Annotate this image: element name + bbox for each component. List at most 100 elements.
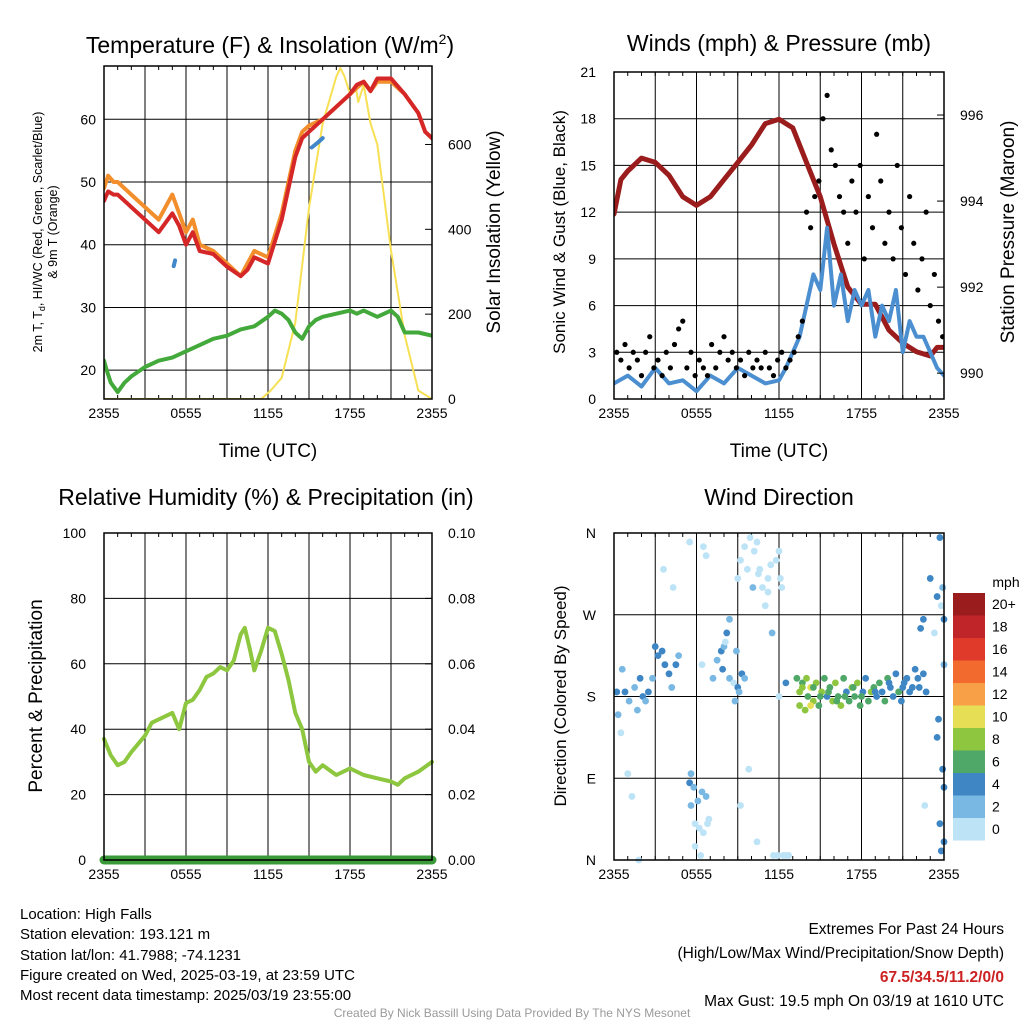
dir-point <box>858 693 865 700</box>
speed-legend: mph 20+ 18 16 14 12 10 8 6 4 2 0 <box>953 574 1020 841</box>
legend-label: 16 <box>992 641 1008 657</box>
legend-label: 14 <box>992 664 1008 680</box>
legend-swatch <box>953 615 985 638</box>
station-info: Location: High Falls Station elevation: … <box>20 905 355 1006</box>
wind-ytick-label: 9 <box>588 251 596 267</box>
wind-gust-point <box>638 373 645 379</box>
dir-point <box>746 534 754 541</box>
temp-xtick-label: 2355 <box>416 405 447 421</box>
dir-point <box>778 584 786 591</box>
latlon-text: Station lat/lon: 41.7988; -74.1231 <box>20 946 242 964</box>
wind-gust-point <box>845 240 851 246</box>
wind-series-line <box>614 225 944 394</box>
wind-gust-point <box>799 318 805 324</box>
rh-xtick-label: 0555 <box>170 866 201 882</box>
rh-plot-border <box>103 532 433 861</box>
dir-point <box>776 575 784 582</box>
temp-series-group <box>104 67 432 399</box>
dir-point <box>613 688 621 696</box>
wind-panel: 2355 0555 1155 1755 235503691215182199099299… <box>550 30 1019 462</box>
rh-title: Relative Humidity (%) & Precipitation (i… <box>58 484 473 510</box>
wind-gust-point <box>824 92 830 98</box>
dir-point <box>654 652 662 660</box>
wind-xtick-label: 2355 <box>598 405 629 421</box>
rh-ytick-right-label: 0.00 <box>448 852 475 868</box>
wind-gust-point <box>770 373 777 379</box>
wind-gust-point <box>886 209 892 215</box>
dir-point <box>774 852 782 859</box>
wind-gust-point <box>704 373 711 379</box>
dir-point <box>833 697 841 705</box>
elevation-text: Station elevation: 193.121 m <box>20 926 211 944</box>
dir-point <box>919 670 927 678</box>
wind-ytick-right-label: 990 <box>960 365 984 381</box>
dir-point <box>798 684 806 691</box>
dir-point <box>642 697 650 705</box>
dir-point <box>621 688 629 696</box>
dir-point <box>726 674 733 682</box>
wind-gust-point <box>841 209 847 215</box>
wind-gust-point <box>911 240 917 246</box>
dir-point <box>937 602 945 610</box>
dir-point <box>697 852 705 859</box>
dir-point <box>723 629 731 637</box>
dir-point <box>772 556 780 564</box>
temp-ytick-right-label: 0 <box>448 391 456 407</box>
temp-series-line <box>104 308 432 395</box>
dir-point <box>721 638 729 646</box>
dir-plot-border <box>613 532 945 861</box>
rh-ytick-label: 60 <box>70 656 86 672</box>
rh-ytick-label: 100 <box>63 525 87 541</box>
dir-point <box>624 770 632 778</box>
rh-ylabel: Percent & Precipitation <box>26 599 47 792</box>
dir-point <box>732 647 740 655</box>
wind-gust-point <box>667 365 673 371</box>
dir-point <box>649 674 656 682</box>
temp-ytick-label: 30 <box>80 299 96 315</box>
rh-xtick-label: 1155 <box>253 866 283 882</box>
dir-point <box>753 538 761 546</box>
dir-point <box>741 543 749 551</box>
dir-point <box>831 679 839 687</box>
wind-gust-point <box>907 193 913 200</box>
wind-gust-point <box>754 357 760 363</box>
temp-ylabel-sub: d <box>37 306 47 311</box>
temp-ytick-right-label: 400 <box>448 221 472 237</box>
wind-gust-point <box>671 341 678 348</box>
dir-point <box>815 702 823 709</box>
rh-xtick-label: 1755 <box>334 866 365 882</box>
wind-gust-point <box>923 209 929 215</box>
dir-point <box>743 565 751 573</box>
wind-gust-point <box>618 357 624 363</box>
dir-ytick-label: N <box>586 525 596 541</box>
rh-ytick-right-label: 0.06 <box>448 656 475 672</box>
dir-point <box>801 706 809 714</box>
dir-point <box>658 647 666 655</box>
rh-ytick-right-label: 0.08 <box>448 590 475 606</box>
dir-point <box>705 815 713 823</box>
wind-xtick-label: 1155 <box>764 405 794 421</box>
dir-point <box>917 624 925 632</box>
wind-ytick-right-label: 994 <box>960 193 984 209</box>
wind-gust-point <box>647 334 653 340</box>
dir-point <box>686 538 694 546</box>
dir-point <box>687 802 695 809</box>
dir-ytick-label: E <box>587 770 596 786</box>
dir-point <box>614 711 622 719</box>
wind-gust-point <box>696 357 702 363</box>
dir-xtick-label: 0555 <box>681 866 712 882</box>
dir-point <box>636 674 644 682</box>
wind-gust-point <box>758 365 764 371</box>
dir-point <box>734 575 742 582</box>
wind-gust-point <box>869 225 876 231</box>
wind-gust-point <box>663 349 669 355</box>
temp-xlabel: Time (UTC) <box>219 441 318 462</box>
wind-gust-point <box>750 365 756 371</box>
temp-panel: 2355 0555 1155 1755 235520304050600200400600… <box>31 31 505 462</box>
wind-gust-point <box>737 357 744 363</box>
wind-gust-point <box>898 225 904 231</box>
dir-point <box>709 674 717 682</box>
dir-point <box>926 575 934 582</box>
dir-point <box>687 770 695 778</box>
wind-series-line <box>614 116 944 359</box>
